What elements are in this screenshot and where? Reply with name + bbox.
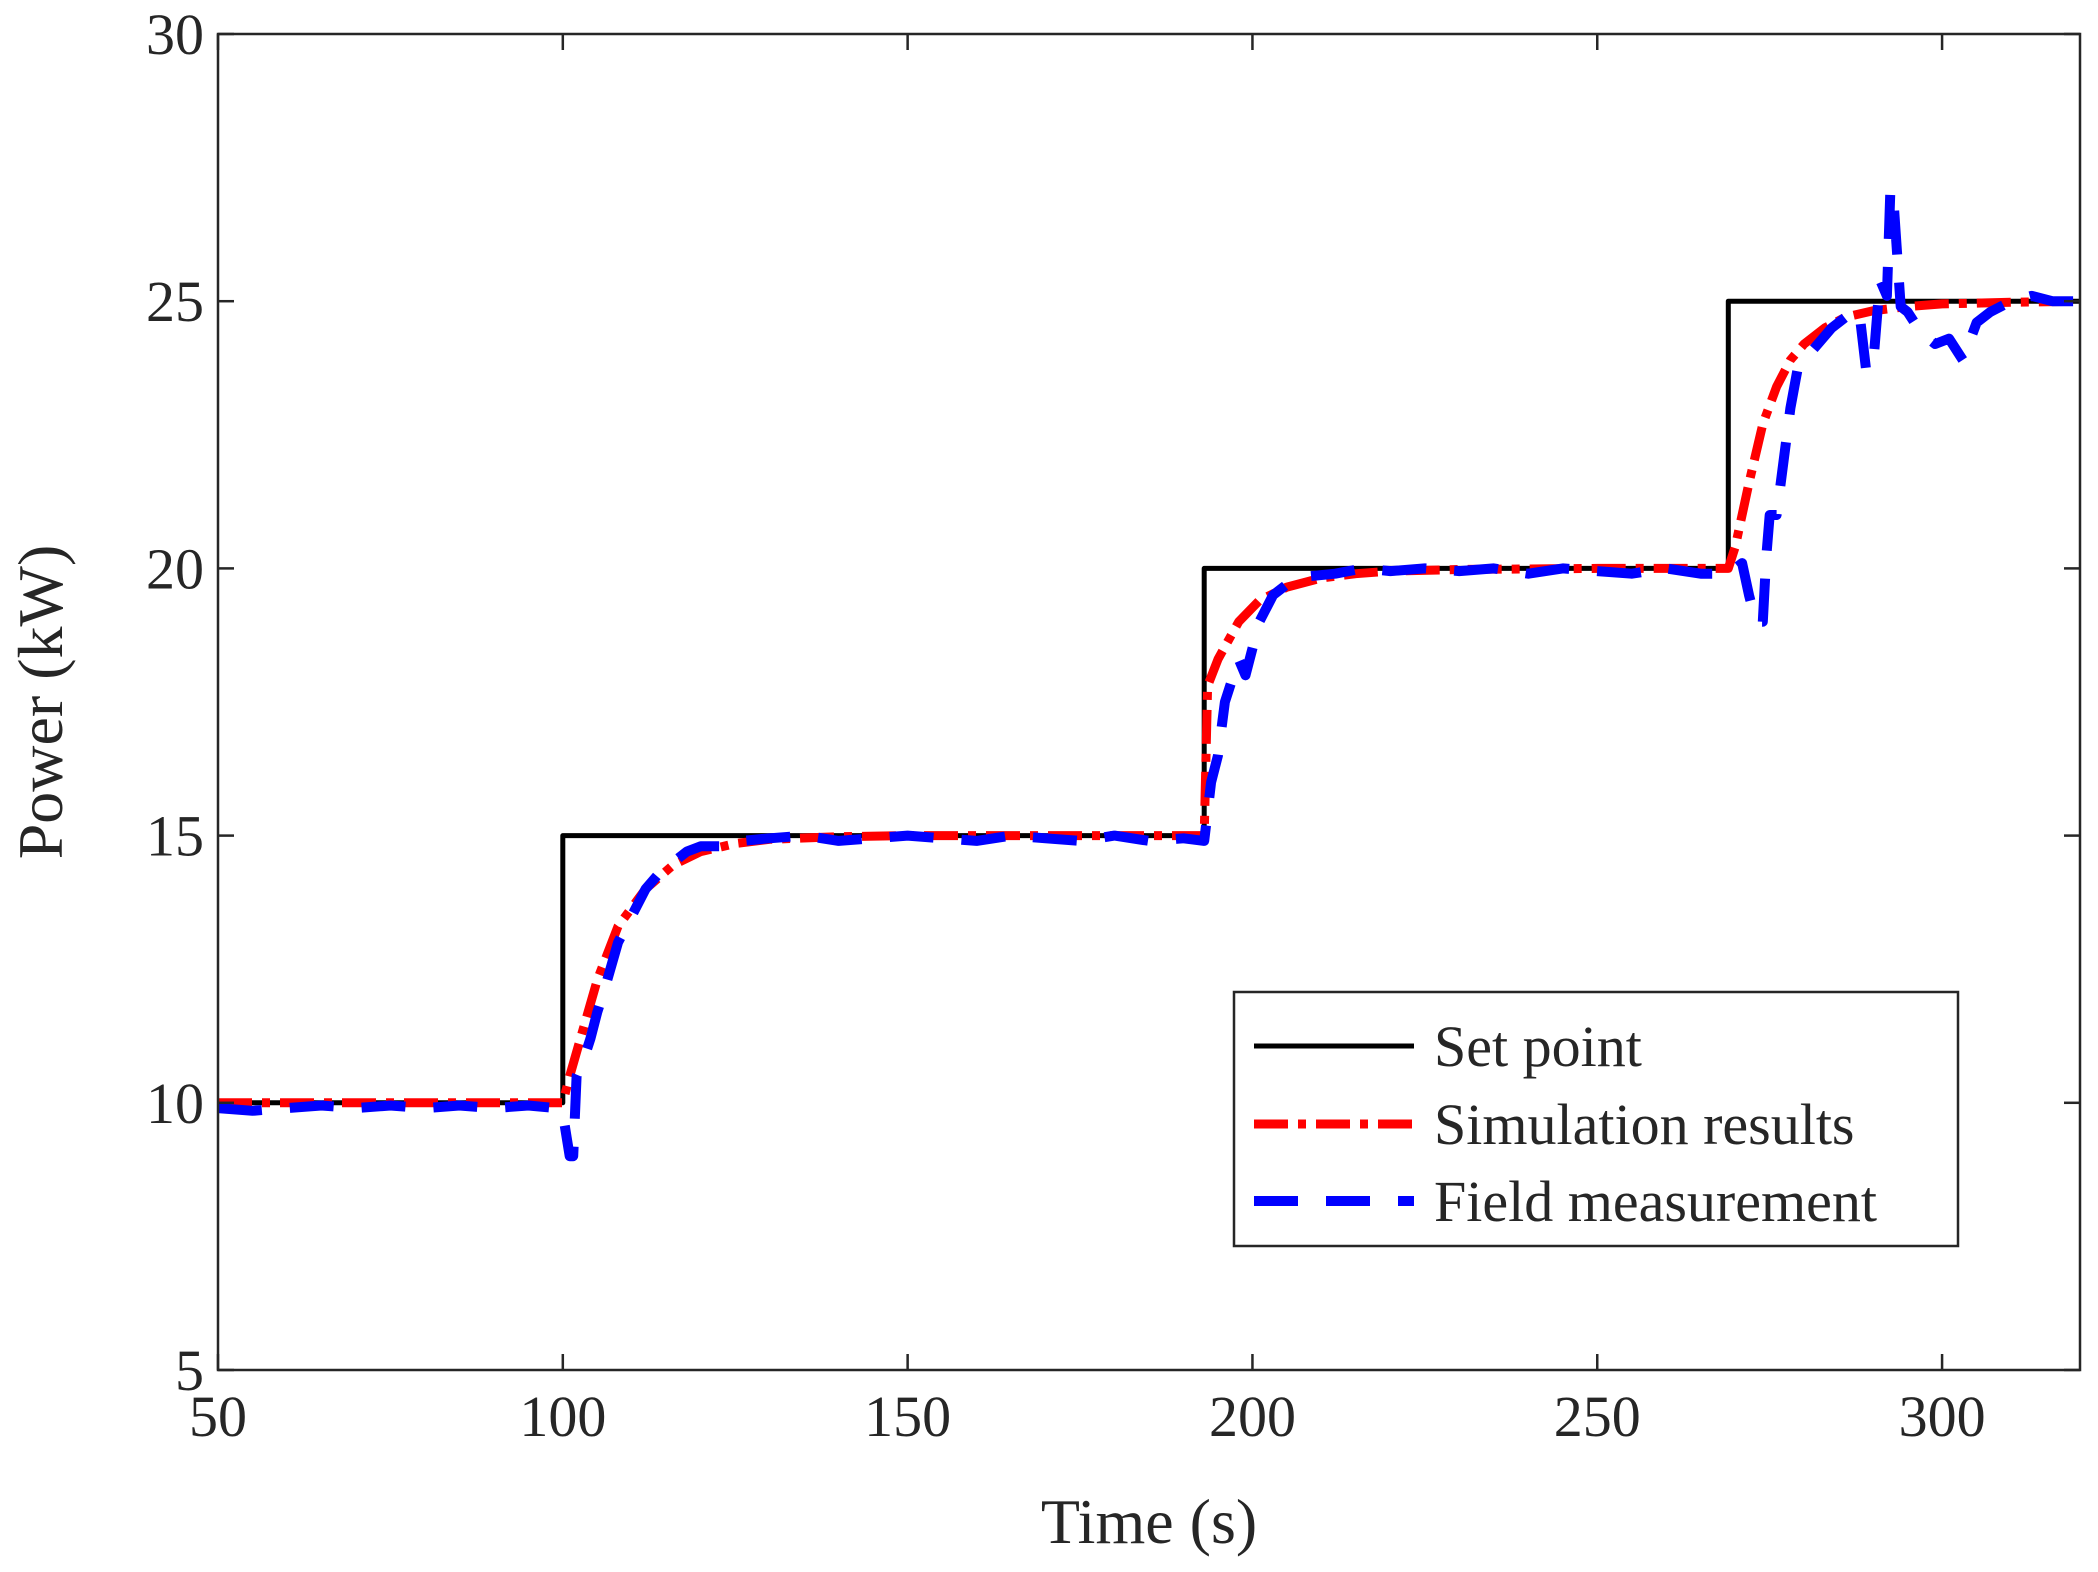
x-axis-label: Time (s) (1041, 1486, 1257, 1557)
y-axis-label: Power (kW) (5, 545, 76, 860)
y-tick-label: 10 (146, 1071, 204, 1136)
y-tick-label: 5 (175, 1338, 204, 1403)
series-line-set-point (218, 298, 2080, 1106)
legend-label-set-point: Set point (1434, 1014, 1642, 1079)
series-line-field-measurement (217, 184, 2080, 1162)
y-tick-label: 25 (146, 269, 204, 334)
y-tick-label: 30 (146, 2, 204, 67)
legend: Set point Simulation results Field measu… (1232, 990, 1960, 1248)
x-tick-label: 200 (1209, 1384, 1296, 1449)
legend-label-simulation-results: Simulation results (1434, 1092, 1855, 1157)
ticks-layer: 50 100 150 200 250 300 5 10 15 20 25 30 (146, 2, 2080, 1449)
y-tick-label: 20 (146, 536, 204, 601)
legend-label-field-measurement: Field measurement (1434, 1169, 1877, 1234)
y-tick-label: 15 (146, 804, 204, 869)
x-tick-label: 50 (189, 1384, 247, 1449)
x-tick-label: 100 (519, 1384, 606, 1449)
x-tick-label: 300 (1899, 1384, 1986, 1449)
series-layer (217, 184, 2081, 1162)
x-tick-label: 150 (864, 1384, 951, 1449)
x-tick-label: 250 (1554, 1384, 1641, 1449)
plot-area-frame (216, 32, 2082, 1372)
